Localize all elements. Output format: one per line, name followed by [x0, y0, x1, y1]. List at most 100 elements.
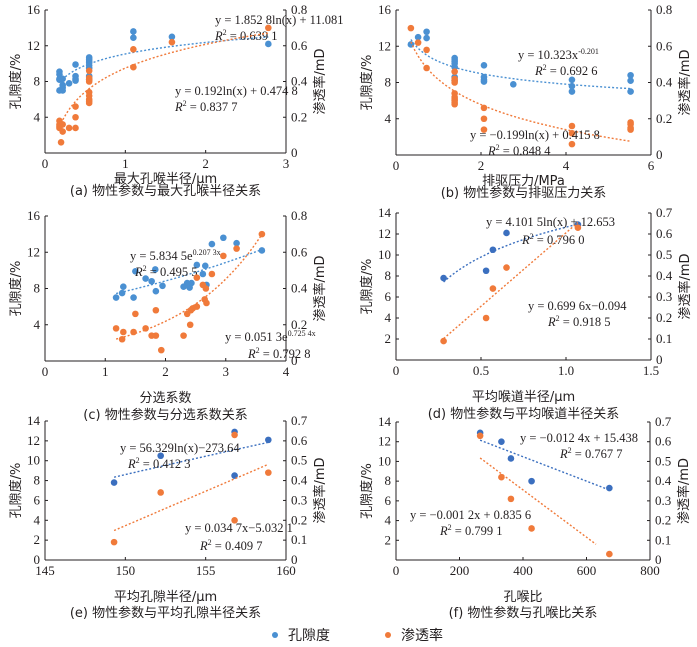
- x-tick-label: 0: [393, 158, 400, 173]
- x-tick-label: 2: [162, 364, 169, 379]
- trend-equation: y = 0.051 3e0.725 4x: [225, 329, 316, 344]
- data-point-permeability: [202, 285, 210, 292]
- x-tick-label: 160: [276, 563, 296, 578]
- data-point-permeability: [451, 100, 458, 108]
- right-tick-label: 0.7: [291, 413, 308, 428]
- left-tick-label: 14: [378, 205, 392, 220]
- data-point-permeability: [85, 67, 93, 75]
- x-tick-label: 3: [223, 364, 230, 379]
- data-point-permeability: [489, 285, 497, 292]
- x-axis-label: 孔喉比: [503, 590, 542, 605]
- right-tick-label: 0.7: [656, 205, 673, 220]
- x-tick-label: 400: [513, 563, 533, 578]
- data-point-porosity: [199, 270, 207, 278]
- right-tick-label: 0.7: [655, 414, 672, 429]
- panel-caption: (e) 物性参数与平均孔隙半径关系: [70, 605, 261, 621]
- left-tick-label: 0: [34, 552, 41, 567]
- data-point-porosity: [130, 28, 137, 35]
- right-tick-label: 0.2: [291, 109, 307, 124]
- legend-item-porosity: 孔隙度: [272, 625, 330, 645]
- right-tick-label: 0.4: [656, 75, 673, 90]
- data-point-porosity: [627, 88, 634, 95]
- data-point-permeability: [440, 337, 447, 345]
- data-point-porosity: [65, 79, 73, 87]
- trend-r-squared: R2 = 0.792 8: [247, 346, 310, 361]
- data-point-permeability: [574, 224, 582, 231]
- left-tick-label: 12: [27, 244, 40, 259]
- right-tick-label: 0.6: [291, 244, 308, 259]
- data-point-permeability: [85, 76, 93, 84]
- left-tick-label: 16: [378, 2, 392, 17]
- data-point-permeability: [528, 525, 535, 532]
- x-tick-label: 3: [283, 156, 290, 171]
- right-tick-label: 0.4: [291, 74, 308, 89]
- x-tick-label: 4: [283, 364, 290, 379]
- data-point-porosity: [132, 267, 139, 275]
- data-point-permeability: [451, 68, 458, 75]
- data-point-permeability: [203, 299, 210, 307]
- trend-r-squared: R2 = 0.409 7: [199, 538, 262, 553]
- right-tick-label: 0: [291, 552, 298, 567]
- data-point-porosity: [440, 274, 447, 282]
- trend-r-squared: R2 = 0.412 3: [127, 456, 190, 471]
- data-point-permeability: [265, 24, 272, 32]
- legend-label-permeability: 渗透率: [401, 628, 443, 644]
- data-point-porosity: [130, 34, 137, 42]
- data-point-permeability: [193, 274, 201, 281]
- right-axis-label: 渗透率/mD: [676, 458, 692, 524]
- data-point-porosity: [120, 283, 127, 290]
- left-tick-label: 12: [378, 226, 391, 241]
- right-axis-label: 渗透率/mD: [677, 49, 693, 115]
- data-point-porosity: [72, 77, 79, 84]
- data-point-porosity: [72, 61, 79, 68]
- data-point-porosity: [208, 240, 216, 248]
- trendline-porosity: [58, 36, 269, 83]
- data-point-porosity: [423, 28, 430, 36]
- left-axis-label: 孔隙度/%: [359, 259, 375, 315]
- data-point-permeability: [606, 550, 613, 558]
- data-point-porosity: [112, 294, 120, 301]
- trendline-permeability: [115, 234, 263, 340]
- right-tick-label: 0.6: [291, 38, 308, 53]
- data-point-permeability: [130, 63, 137, 71]
- data-point-porosity: [489, 246, 497, 254]
- trend-equation: y = −0.012 4x + 15.438: [520, 431, 638, 445]
- data-point-porosity: [627, 71, 634, 79]
- data-point-porosity: [507, 455, 515, 462]
- data-point-porosity: [157, 452, 164, 460]
- x-axis-label: 平均喉道半径/μm: [472, 390, 575, 405]
- trend-r-squared: R2 = 0.692 6: [534, 63, 597, 78]
- data-point-permeability: [265, 469, 272, 476]
- data-point-permeability: [110, 538, 118, 546]
- x-tick-label: 1: [102, 364, 109, 379]
- data-point-permeability: [480, 126, 488, 133]
- right-tick-label: 0.2: [655, 513, 671, 528]
- left-tick-label: 12: [378, 434, 391, 449]
- data-point-porosity: [159, 282, 166, 290]
- left-tick-label: 14: [27, 413, 41, 428]
- data-point-porosity: [231, 472, 238, 479]
- data-point-permeability: [231, 516, 238, 524]
- left-tick-label: 10: [378, 453, 391, 468]
- data-point-permeability: [152, 306, 160, 314]
- left-tick-label: 16: [27, 2, 41, 17]
- x-tick-label: 0: [42, 364, 49, 379]
- data-point-permeability: [120, 328, 127, 336]
- data-point-permeability: [65, 124, 73, 132]
- data-point-porosity: [220, 234, 227, 242]
- chart-panel-e: 0 2 4 6 8 10 12 14 0 0.1 0.2 0.3 0.4 0.5 0.6 0.7 145 150 1…: [8, 413, 328, 621]
- trendline-porosity: [115, 248, 263, 295]
- left-tick-label: 6: [385, 493, 392, 508]
- chart-panel-f: 2 4 6 8 10 12 14 0 0.1 0.2 0.3 0.4 0.5 0.6 0.7 0 200 400 6…: [359, 414, 692, 621]
- trend-r-squared: R2 = 0.767 7: [559, 446, 622, 461]
- left-tick-label: 10: [378, 247, 391, 262]
- x-tick-label: 600: [577, 563, 597, 578]
- x-tick-label: 0.5: [473, 363, 489, 378]
- data-point-porosity: [568, 82, 576, 90]
- data-point-porosity: [503, 229, 510, 237]
- trendline-permeability: [443, 221, 579, 340]
- left-tick-label: 8: [385, 75, 392, 90]
- x-tick-label: 150: [116, 563, 136, 578]
